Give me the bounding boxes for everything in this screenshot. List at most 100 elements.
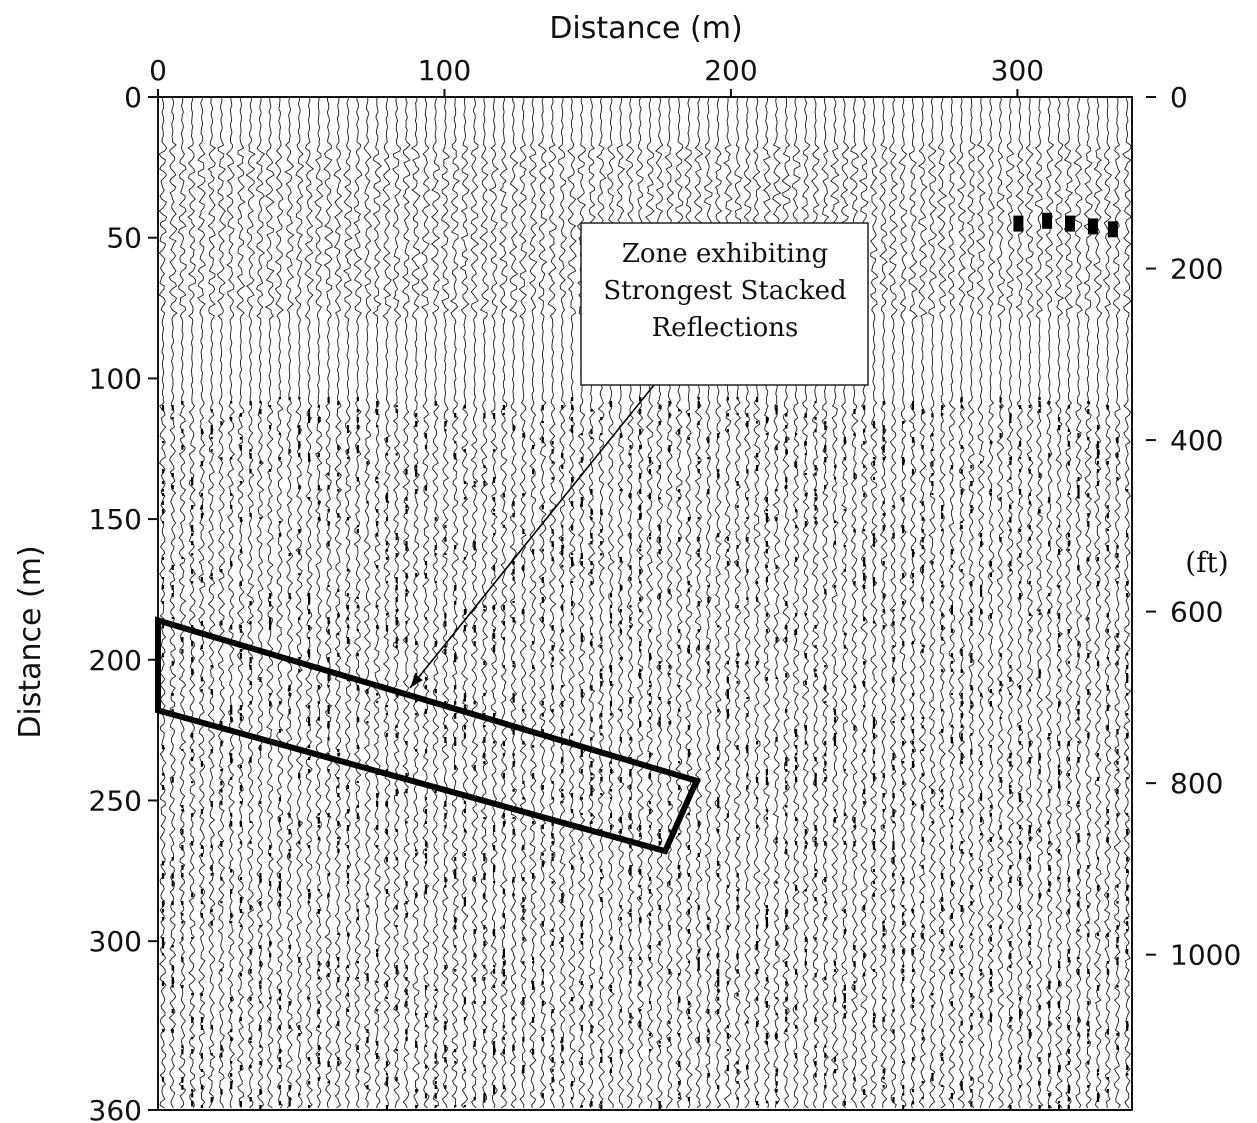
reflection-blip <box>220 901 223 904</box>
reflection-blip <box>619 657 622 660</box>
reflection-blip <box>648 629 652 633</box>
reflection-blip <box>902 1105 905 1111</box>
reflection-blip <box>454 869 457 875</box>
seismic-trace <box>996 96 1006 1109</box>
reflection-blip <box>785 709 788 713</box>
reflection-blip <box>395 409 398 414</box>
reflection-blip <box>356 397 359 401</box>
seismic-trace <box>363 96 373 1109</box>
reflection-blip <box>346 1009 350 1013</box>
reflection-blip <box>1087 557 1090 562</box>
strong-reflection-event <box>1107 221 1118 238</box>
reflection-blip <box>833 477 837 480</box>
reflection-blip <box>327 725 330 729</box>
reflection-blip <box>911 641 915 645</box>
reflection-blip <box>911 909 915 913</box>
reflection-blip <box>493 1041 496 1045</box>
reflection-blip <box>259 745 262 751</box>
reflection-blip <box>872 773 876 779</box>
reflection-blip <box>726 981 729 985</box>
reflection-blip <box>249 469 252 474</box>
reflection-blip <box>629 625 632 628</box>
reflection-blip <box>424 485 428 491</box>
reflection-blip <box>1087 921 1090 924</box>
reflection-blip <box>298 669 301 673</box>
reflection-blip <box>405 989 408 995</box>
reflection-blip <box>580 501 583 507</box>
reflection-blip <box>561 701 564 707</box>
reflection-blip <box>678 865 681 870</box>
reflection-blip <box>960 725 963 728</box>
reflection-blip <box>872 717 876 723</box>
reflection-blip <box>872 1013 876 1017</box>
reflection-blip <box>1028 837 1031 841</box>
reflection-blip <box>522 741 525 745</box>
reflection-blip <box>1087 1041 1090 1045</box>
reflection-blip <box>843 985 846 991</box>
seismic-trace <box>479 96 490 1109</box>
reflection-blip <box>814 493 817 497</box>
reflection-blip <box>902 965 905 968</box>
reflection-blip <box>1067 957 1070 963</box>
reflection-blip <box>629 637 632 640</box>
reflection-blip <box>259 925 262 928</box>
reflection-blip <box>736 665 739 668</box>
reflection-blip <box>571 733 574 736</box>
reflection-blip <box>424 1013 428 1018</box>
reflection-blip <box>795 885 798 891</box>
reflection-blip <box>687 897 690 900</box>
seismic-trace <box>499 96 508 1109</box>
reflection-blip <box>960 569 963 572</box>
reflection-blip <box>590 633 593 636</box>
reflection-blip <box>814 417 817 420</box>
reflection-blip <box>308 721 311 726</box>
reflection-blip <box>619 489 622 492</box>
reflection-blip <box>444 553 447 555</box>
reflection-blip <box>337 777 340 780</box>
reflection-blip <box>337 613 340 618</box>
reflection-blip <box>648 657 652 661</box>
reflection-blip <box>1077 801 1080 805</box>
reflection-blip <box>220 1089 223 1095</box>
reflection-blip <box>385 1105 389 1111</box>
reflection-blip <box>1087 1021 1090 1026</box>
reflection-blip <box>366 689 369 694</box>
reflection-blip <box>872 1025 876 1028</box>
reflection-blip <box>473 1041 476 1047</box>
reflection-blip <box>220 569 223 573</box>
reflection-blip <box>736 561 739 567</box>
reflection-blip <box>736 1081 739 1084</box>
reflection-blip <box>717 469 720 473</box>
right-tick-label: 1000 <box>1170 939 1241 972</box>
reflection-blip <box>561 945 564 948</box>
reflection-blip <box>210 437 213 440</box>
reflection-blip <box>687 749 690 755</box>
reflection-blip <box>346 865 350 869</box>
reflection-blip <box>512 513 515 518</box>
reflection-blip <box>639 597 642 601</box>
reflection-blip <box>463 853 466 856</box>
reflection-blip <box>863 973 866 977</box>
seismic-trace <box>488 96 499 1109</box>
reflection-blip <box>629 605 632 608</box>
reflection-blip <box>658 717 661 721</box>
reflection-blip <box>1058 769 1061 775</box>
reflection-blip <box>1009 841 1012 844</box>
reflection-blip <box>278 817 281 823</box>
reflection-blip <box>580 797 583 800</box>
reflection-blip <box>814 837 817 841</box>
reflection-blip <box>210 1025 213 1030</box>
reflection-blip <box>678 685 681 688</box>
reflection-blip <box>1009 457 1012 461</box>
reflection-blip <box>1106 725 1109 731</box>
seismic-trace <box>1005 96 1015 1109</box>
reflection-blip <box>989 877 992 882</box>
reflection-blip <box>678 973 681 976</box>
reflection-blip <box>1028 925 1031 929</box>
reflection-blip <box>824 977 827 981</box>
reflection-blip <box>356 805 359 808</box>
reflection-blip <box>512 561 515 565</box>
reflection-blip <box>921 409 924 414</box>
reflection-blip <box>551 1077 554 1082</box>
reflection-blip <box>230 709 233 715</box>
